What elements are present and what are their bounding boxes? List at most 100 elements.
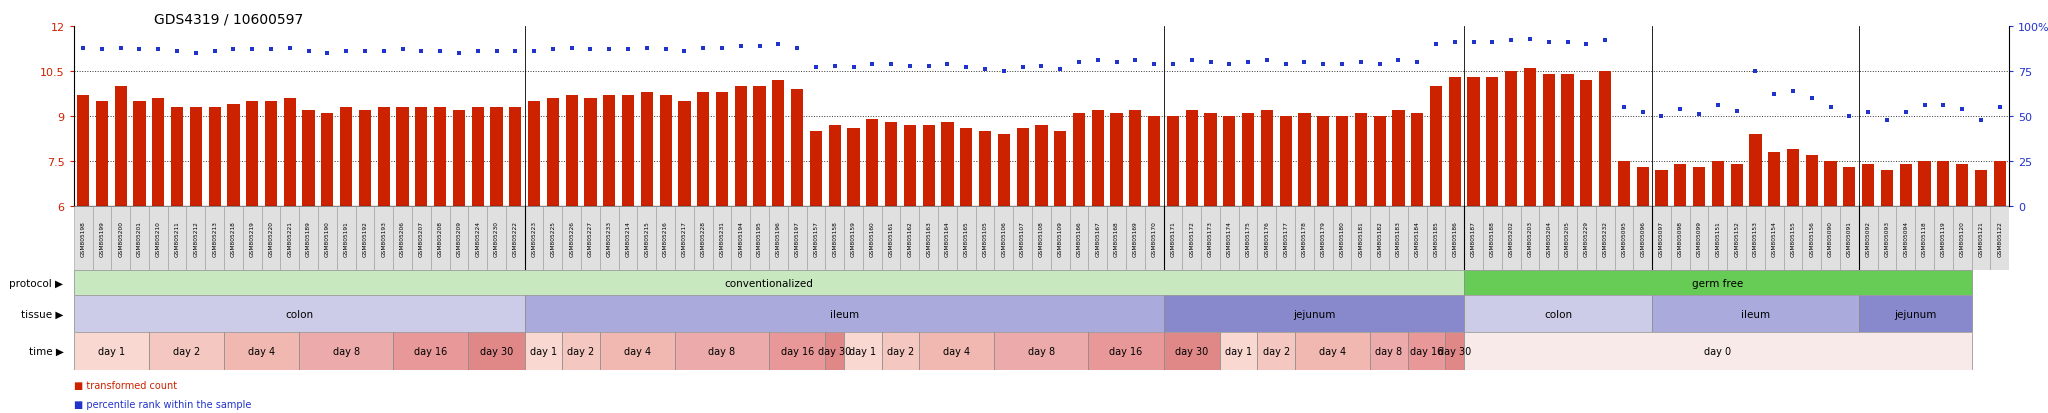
- Text: GSM805191: GSM805191: [344, 221, 348, 256]
- Text: GSM805215: GSM805215: [645, 221, 649, 256]
- Bar: [1860, 295, 1972, 332]
- Bar: [168, 206, 186, 271]
- Point: [1720, 108, 1753, 114]
- Bar: [623, 96, 635, 206]
- Bar: [1200, 206, 1221, 271]
- Bar: [1974, 171, 1987, 206]
- Bar: [506, 206, 524, 271]
- Bar: [883, 206, 901, 271]
- Text: GSM805107: GSM805107: [1020, 221, 1026, 256]
- Point: [180, 50, 213, 57]
- Point: [160, 49, 193, 55]
- Point: [573, 47, 606, 54]
- Bar: [844, 206, 862, 271]
- Bar: [1276, 206, 1294, 271]
- Bar: [469, 206, 487, 271]
- Bar: [416, 108, 428, 206]
- Point: [1024, 63, 1057, 70]
- Text: day 16: day 16: [780, 346, 813, 356]
- Bar: [1673, 164, 1686, 206]
- Bar: [731, 206, 750, 271]
- Text: day 16: day 16: [1409, 346, 1444, 356]
- Bar: [1802, 206, 1821, 271]
- Bar: [979, 132, 991, 206]
- Bar: [150, 206, 168, 271]
- Bar: [584, 99, 596, 206]
- Bar: [1239, 206, 1257, 271]
- Text: GSM805194: GSM805194: [737, 221, 743, 256]
- Text: GSM805095: GSM805095: [1622, 221, 1626, 256]
- Bar: [186, 206, 205, 271]
- Text: GSM805094: GSM805094: [1903, 221, 1909, 256]
- Text: GSM805217: GSM805217: [682, 221, 686, 256]
- Bar: [434, 108, 446, 206]
- Bar: [1430, 87, 1442, 206]
- Point: [932, 61, 965, 68]
- Bar: [975, 206, 995, 271]
- Bar: [356, 206, 375, 271]
- Point: [311, 50, 344, 57]
- Text: ■ transformed count: ■ transformed count: [74, 380, 176, 390]
- Bar: [829, 126, 842, 206]
- Bar: [1784, 206, 1802, 271]
- Text: GSM805183: GSM805183: [1397, 221, 1401, 256]
- Point: [969, 66, 1001, 73]
- Text: GSM805184: GSM805184: [1415, 221, 1419, 256]
- Text: colon: colon: [1544, 309, 1573, 319]
- Bar: [637, 206, 655, 271]
- Point: [1251, 58, 1284, 64]
- Bar: [227, 104, 240, 206]
- Text: GSM805153: GSM805153: [1753, 221, 1757, 256]
- Bar: [1524, 69, 1536, 206]
- Point: [1739, 69, 1772, 75]
- Bar: [1087, 332, 1163, 370]
- Bar: [74, 332, 150, 370]
- Text: GSM805120: GSM805120: [1960, 221, 1964, 256]
- Text: GSM805159: GSM805159: [852, 221, 856, 256]
- Text: GSM805160: GSM805160: [870, 221, 874, 256]
- Point: [518, 49, 551, 55]
- Bar: [1577, 206, 1595, 271]
- Text: day 16: day 16: [1110, 346, 1143, 356]
- Bar: [74, 295, 524, 332]
- Text: GSM805151: GSM805151: [1716, 221, 1720, 256]
- Bar: [844, 332, 883, 370]
- Bar: [696, 93, 709, 206]
- Bar: [1726, 206, 1747, 271]
- Text: day 30: day 30: [1438, 346, 1470, 356]
- Text: GSM805164: GSM805164: [944, 221, 950, 256]
- Text: GSM805193: GSM805193: [381, 221, 387, 256]
- Bar: [1317, 116, 1329, 206]
- Bar: [524, 332, 563, 370]
- Bar: [641, 93, 653, 206]
- Text: GSM805162: GSM805162: [907, 221, 911, 256]
- Bar: [848, 128, 860, 206]
- Text: GSM805233: GSM805233: [606, 221, 612, 256]
- Bar: [547, 99, 559, 206]
- Bar: [336, 206, 356, 271]
- Text: GDS4319 / 10600597: GDS4319 / 10600597: [154, 12, 303, 26]
- Text: GSM805196: GSM805196: [776, 221, 780, 256]
- Bar: [1257, 332, 1294, 370]
- Bar: [1862, 164, 1874, 206]
- Point: [874, 61, 907, 68]
- Point: [1118, 58, 1151, 64]
- Text: GSM805168: GSM805168: [1114, 221, 1118, 256]
- Point: [1982, 104, 2015, 111]
- Bar: [1655, 171, 1667, 206]
- Bar: [1860, 206, 1878, 271]
- Text: GSM805176: GSM805176: [1264, 221, 1270, 256]
- Point: [1608, 104, 1640, 111]
- Bar: [1128, 111, 1141, 206]
- Text: GSM805202: GSM805202: [1509, 221, 1513, 256]
- Text: GSM805225: GSM805225: [551, 221, 555, 256]
- Point: [1212, 61, 1245, 68]
- Bar: [150, 332, 223, 370]
- Bar: [375, 206, 393, 271]
- Text: GSM805163: GSM805163: [926, 221, 932, 256]
- Text: GSM805181: GSM805181: [1358, 221, 1364, 256]
- Bar: [903, 126, 915, 206]
- Point: [406, 49, 438, 55]
- Bar: [1407, 332, 1446, 370]
- Point: [1458, 40, 1491, 46]
